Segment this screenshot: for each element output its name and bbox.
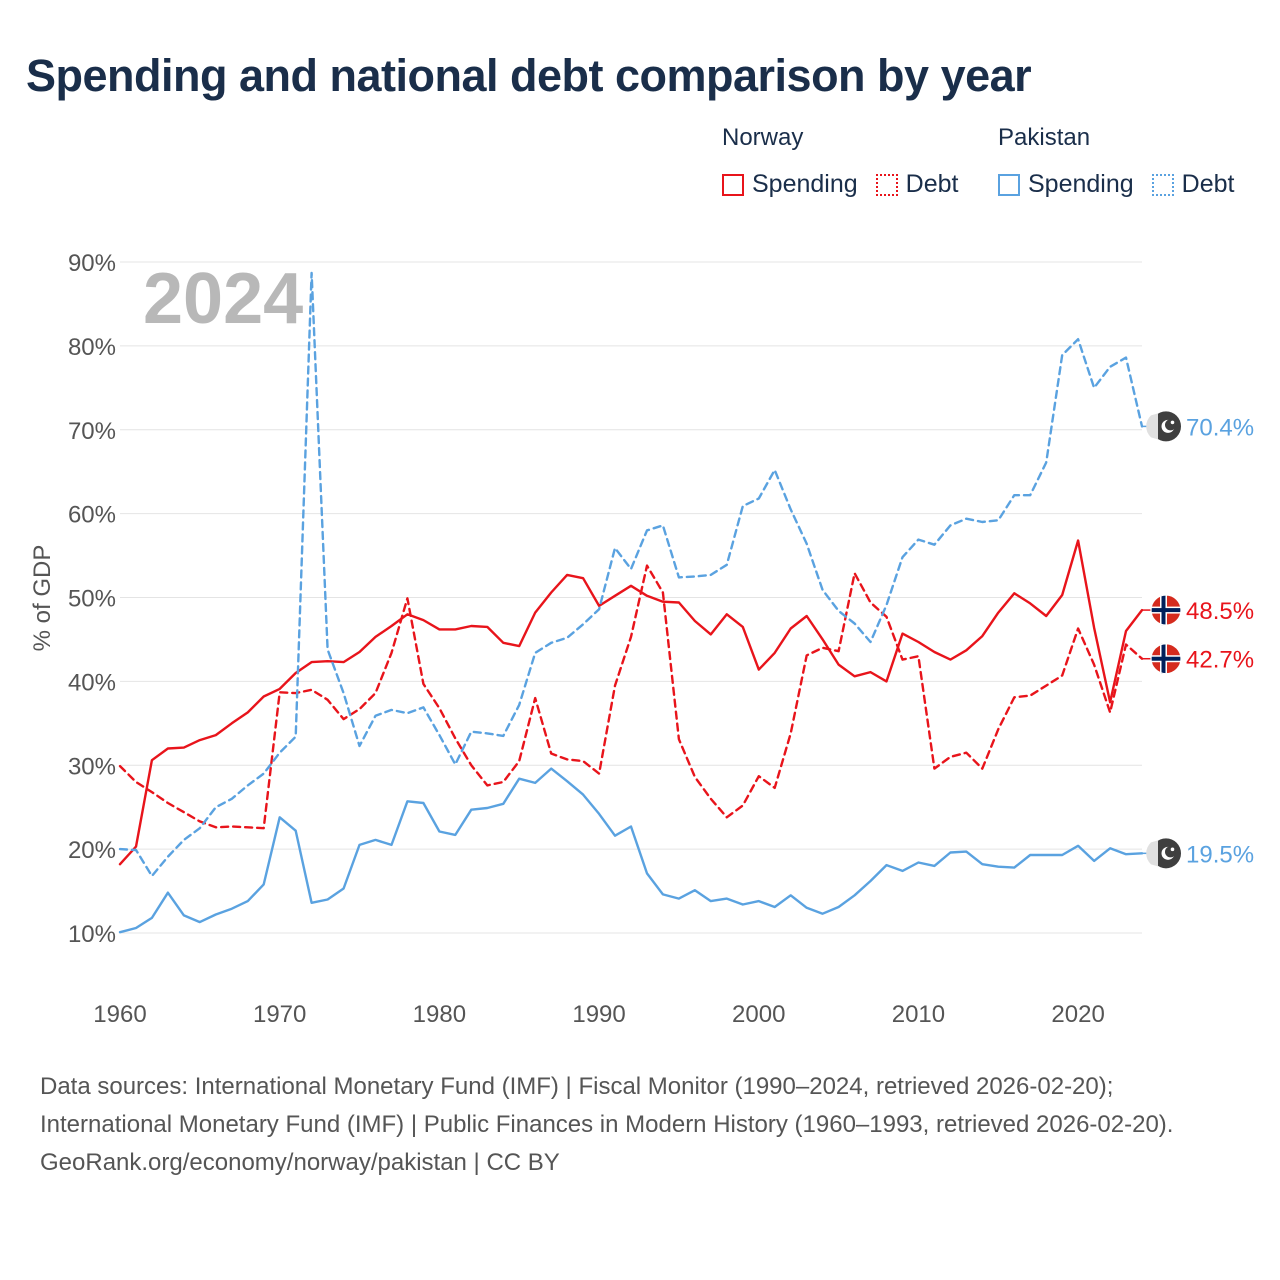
norway-flag-icon (1150, 594, 1182, 626)
legend-label: Debt (905, 170, 959, 198)
norway-flag-icon (1150, 643, 1182, 675)
end-value-label: 42.7% (1186, 647, 1254, 674)
credit-link[interactable]: GeoRank.org/economy/norway/pakistan | CC… (40, 1149, 560, 1176)
legend-label: Spending (1028, 170, 1134, 198)
legend-group-norway: Norway Spending Debt (722, 124, 976, 199)
page-title: Spending and national debt comparison by… (26, 50, 1032, 101)
series-line-pakistan-spending[interactable] (118, 767, 1144, 934)
series-line-norway-debt[interactable] (118, 564, 1144, 830)
x-tick-label: 2000 (732, 1001, 785, 1028)
y-tick-label: 80% (68, 334, 116, 361)
legend-item-pakistan-debt[interactable]: Debt (1151, 170, 1235, 199)
x-tick-label: 1990 (572, 1001, 625, 1028)
end-value-label: 19.5% (1186, 841, 1254, 868)
y-tick-label: 40% (68, 669, 116, 696)
x-tick-label: 2010 (892, 1001, 945, 1028)
legend-title-pakistan: Pakistan (998, 124, 1091, 151)
legend-swatch-norway-debt (875, 173, 898, 196)
series-line-pakistan-debt[interactable] (118, 271, 1144, 878)
end-value-label: 70.4% (1186, 414, 1254, 441)
data-sources: Data sources: International Monetary Fun… (40, 1073, 1174, 1138)
y-tick-label: 10% (68, 921, 116, 948)
y-axis-label: % of GDP (29, 545, 56, 652)
y-tick-label: 50% (68, 586, 116, 613)
x-tick-label: 1960 (93, 1001, 146, 1028)
y-tick-label: 70% (68, 418, 116, 445)
year-watermark: 2024 (143, 259, 303, 339)
y-tick-label: 20% (68, 837, 116, 864)
y-tick-label: 60% (68, 502, 116, 529)
legend-item-norway-debt[interactable]: Debt (875, 170, 959, 199)
y-tick-label: 90% (68, 250, 116, 277)
footer: Data sources: International Monetary Fun… (40, 1068, 1240, 1182)
pakistan-flag-icon (1146, 411, 1181, 442)
y-tick-label: 30% (68, 753, 116, 780)
legend-label: Debt (1181, 170, 1235, 198)
pakistan-flag-icon (1146, 838, 1181, 869)
legend-swatch-pakistan-debt (1151, 173, 1174, 196)
legend-title-norway: Norway (722, 124, 804, 151)
x-tick-label: 2020 (1051, 1001, 1104, 1028)
line-chart: 10% 20% 30% 40% 50% 60% 70% 80% 90% 1960 1970 1980 1… (29, 250, 1254, 1028)
legend-swatch-pakistan-spending (998, 173, 1020, 196)
x-tick-label: 1980 (413, 1001, 466, 1028)
end-value-label: 48.5% (1186, 598, 1254, 625)
legend-item-norway-spending[interactable]: Spending (722, 170, 858, 199)
legend-swatch-norway-spending (722, 173, 744, 196)
legend-group-pakistan: Pakistan Spending Debt (998, 124, 1252, 199)
series-line-norway-spending[interactable] (118, 539, 1144, 866)
x-tick-label: 1970 (253, 1001, 306, 1028)
legend-label: Spending (752, 170, 858, 198)
legend-item-pakistan-spending[interactable]: Spending (998, 170, 1134, 199)
